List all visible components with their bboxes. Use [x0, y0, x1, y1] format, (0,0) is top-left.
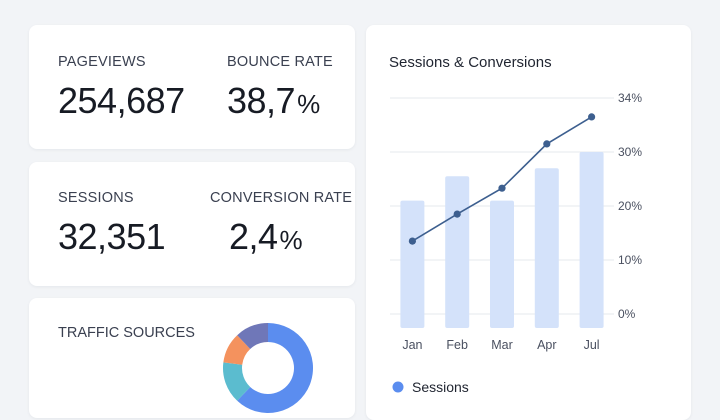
traffic-sources-title: TRAFFIC SOURCES — [58, 325, 195, 341]
conversions-point — [543, 140, 551, 148]
y-tick-label: 0% — [618, 307, 636, 321]
sessions-conversions-chart: 0% 10% 20% 30% 34% Jan Feb Mar Apr Jul Sessions — [390, 91, 642, 395]
conversion-rate-value-wrap: 2,4% — [210, 216, 352, 258]
bounce-rate-value: 38,7 — [227, 80, 296, 121]
sessions-value: 32,351 — [58, 216, 166, 257]
pageviews-metric: PAGEVIEWS 254,687 — [58, 54, 185, 122]
x-tick-label: Mar — [491, 338, 513, 352]
donut-segment-blue — [237, 323, 314, 413]
conversions-point — [408, 237, 416, 245]
conversion-rate-value: 2,4 — [229, 216, 278, 257]
sessions-card: SESSIONS 32,351 CONVERSION RATE 2,4% — [29, 162, 355, 286]
x-tick-label: Feb — [446, 338, 468, 352]
y-tick-label: 34% — [618, 91, 642, 105]
sessions-bar — [490, 200, 514, 328]
sessions-bar — [534, 168, 559, 328]
legend-label: Sessions — [412, 379, 469, 395]
conversions-point — [453, 210, 461, 218]
bounce-rate-metric: BOUNCE RATE 38,7% — [227, 54, 333, 122]
donut-segment-orange — [223, 335, 251, 365]
x-tick-label: Apr — [537, 338, 556, 352]
donut-segment-purple — [237, 323, 268, 350]
bounce-rate-label: BOUNCE RATE — [227, 54, 333, 70]
traffic-sources-card: TRAFFIC SOURCES — [29, 298, 355, 418]
pageviews-value: 254,687 — [58, 80, 185, 121]
y-tick-label: 20% — [618, 199, 642, 213]
conversions-point — [498, 184, 506, 192]
sessions-bar — [445, 176, 470, 328]
bounce-rate-value-wrap: 38,7% — [227, 80, 333, 122]
y-tick-label: 10% — [618, 253, 642, 267]
traffic-donut-chart — [222, 323, 314, 413]
donut-segment-teal — [222, 362, 251, 401]
conversion-rate-metric: CONVERSION RATE 2,4% — [210, 190, 352, 258]
sessions-bar — [579, 152, 604, 328]
x-tick-label: Jul — [584, 338, 600, 352]
pageviews-label: PAGEVIEWS — [58, 54, 146, 70]
conversion-rate-unit: % — [279, 225, 303, 255]
conversion-rate-label: CONVERSION RATE — [210, 190, 353, 206]
conversions-point — [588, 113, 596, 121]
sessions-conversions-card: Sessions & Conversions 0% 10% 20% 30% 34% Jan… — [366, 25, 691, 420]
sessions-label: SESSIONS — [58, 190, 134, 206]
sessions-bar — [400, 200, 425, 328]
chart-title: Sessions & Conversions — [389, 54, 552, 71]
x-tick-label: Jan — [402, 338, 422, 352]
y-tick-label: 30% — [618, 145, 642, 159]
pageviews-card: PAGEVIEWS 254,687 BOUNCE RATE 38,7% — [29, 25, 355, 149]
sessions-metric: SESSIONS 32,351 — [58, 190, 166, 258]
bounce-rate-unit: % — [297, 89, 320, 119]
legend-swatch — [392, 381, 404, 393]
